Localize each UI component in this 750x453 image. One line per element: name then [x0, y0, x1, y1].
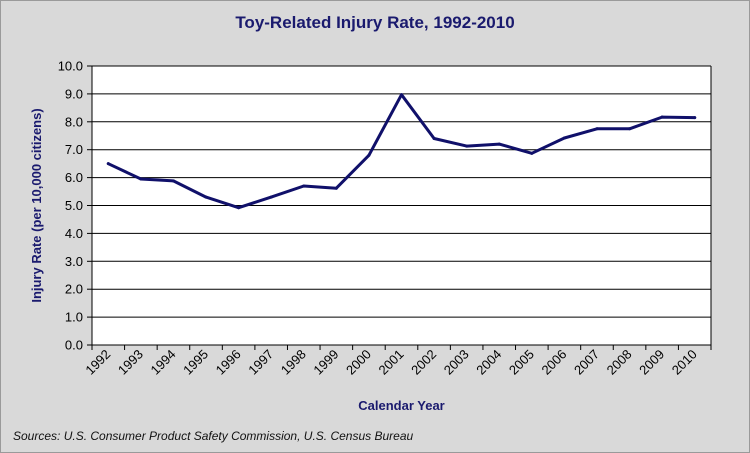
y-tick-label: 10.0: [58, 59, 83, 74]
x-tick-label: 1997: [245, 347, 276, 378]
x-tick-label: 2010: [669, 347, 700, 378]
data-point: [139, 177, 143, 181]
y-tick-label: 1.0: [65, 310, 83, 325]
y-tick-label: 2.0: [65, 282, 83, 297]
data-point: [530, 151, 534, 155]
data-point: [237, 206, 241, 210]
x-tick-label: 2003: [441, 347, 472, 378]
x-tick-label: 2009: [636, 347, 667, 378]
y-tick-label: 0.0: [65, 338, 83, 353]
y-tick-label: 6.0: [65, 170, 83, 185]
data-point: [660, 115, 664, 119]
data-point: [693, 116, 697, 120]
x-tick-label: 1992: [82, 347, 113, 378]
y-tick-label: 7.0: [65, 142, 83, 157]
data-point: [628, 127, 632, 131]
x-tick-label: 1993: [115, 347, 146, 378]
y-axis-title: Injury Rate (per 10,000 citizens): [29, 108, 44, 302]
x-tick-label: 1998: [278, 347, 309, 378]
x-tick-label: 2005: [506, 347, 537, 378]
data-point: [204, 195, 208, 199]
x-tick-label: 1996: [213, 347, 244, 378]
x-tick-label: 2007: [571, 347, 602, 378]
x-tick-label: 1999: [310, 347, 341, 378]
data-point: [367, 153, 371, 157]
x-tick-label: 2006: [538, 347, 569, 378]
data-point: [302, 184, 306, 188]
data-point: [171, 179, 175, 183]
x-tick-label: 2002: [408, 347, 439, 378]
x-axis-title: Calendar Year: [358, 398, 444, 413]
x-tick-label: 1994: [148, 347, 179, 378]
data-point: [269, 195, 273, 199]
y-tick-label: 8.0: [65, 114, 83, 129]
data-point: [432, 137, 436, 141]
x-tick-label: 2008: [604, 347, 635, 378]
data-point: [497, 142, 501, 146]
chart-title: Toy-Related Injury Rate, 1992-2010: [235, 13, 515, 32]
data-point: [334, 186, 338, 190]
x-tick-label: 1995: [180, 347, 211, 378]
x-tick-label: 2004: [473, 347, 504, 378]
data-point: [595, 127, 599, 131]
x-tick-label: 2001: [376, 347, 407, 378]
data-point: [465, 144, 469, 148]
y-tick-label: 9.0: [65, 86, 83, 101]
data-point: [106, 162, 110, 166]
data-point: [400, 93, 403, 97]
y-tick-label: 5.0: [65, 198, 83, 213]
data-point: [562, 136, 566, 140]
y-tick-label: 4.0: [65, 226, 83, 241]
x-tick-label: 2000: [343, 347, 374, 378]
chart-source-note: Sources: U.S. Consumer Product Safety Co…: [13, 429, 414, 443]
y-tick-label: 3.0: [65, 254, 83, 269]
